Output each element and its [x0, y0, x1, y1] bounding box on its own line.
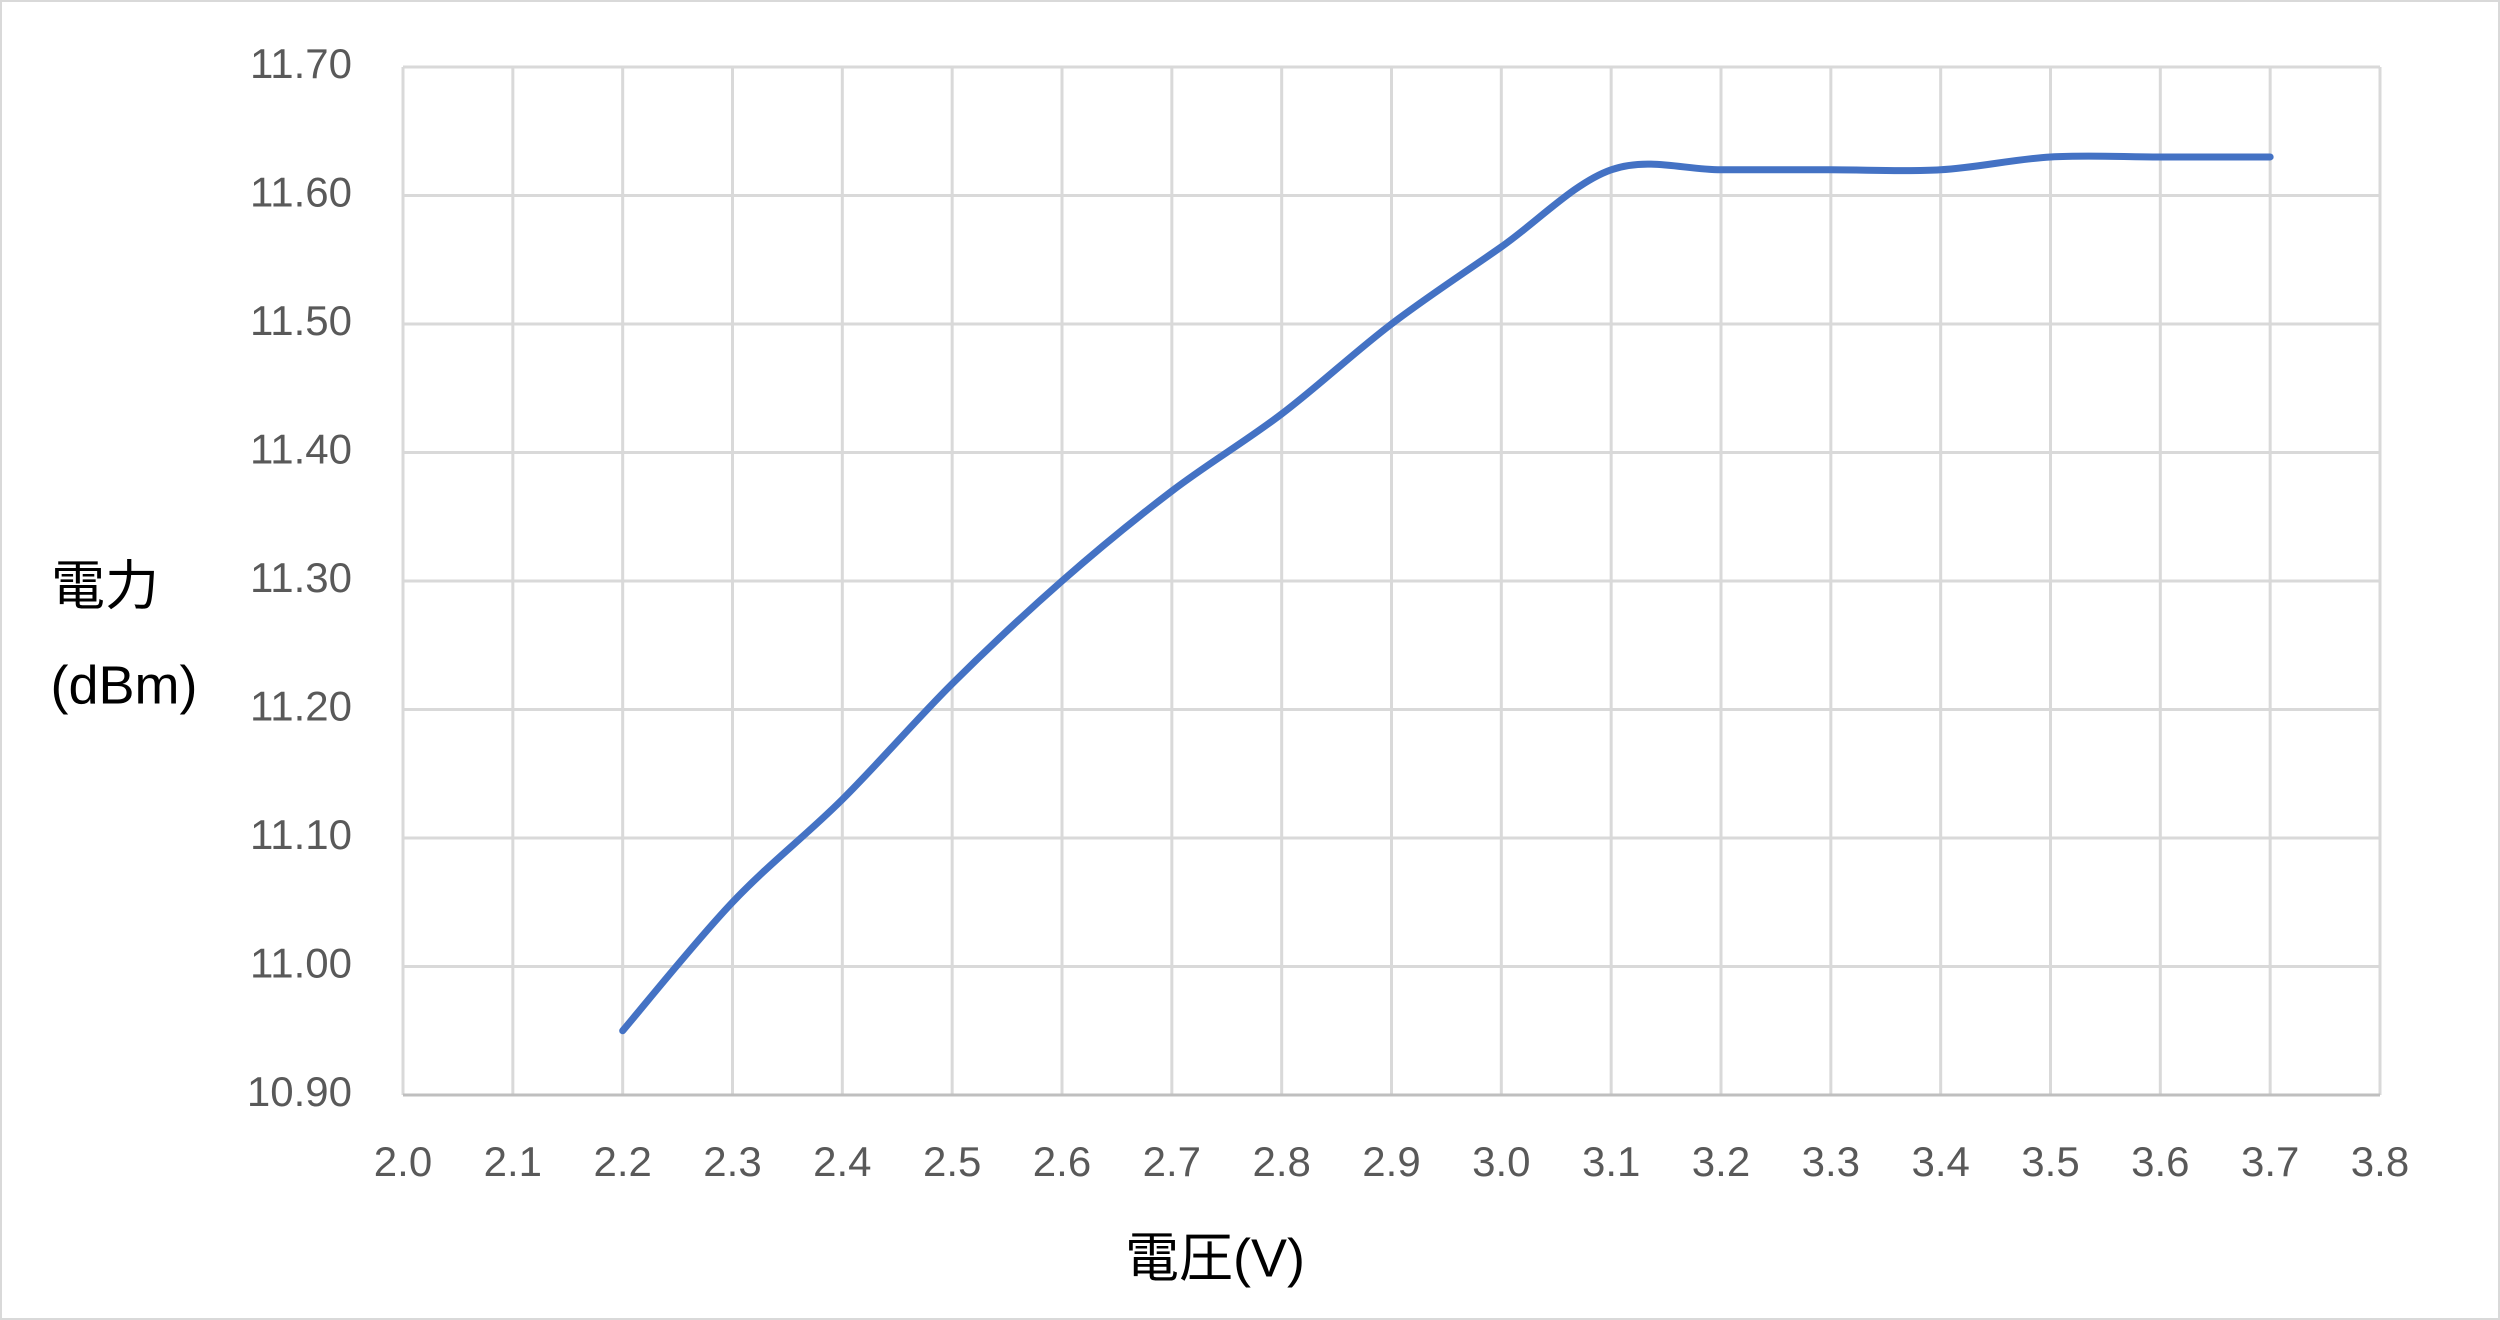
- y-tick-label: 11.20: [250, 683, 352, 730]
- x-tick-label: 2.2: [593, 1138, 651, 1185]
- x-tick-label: 3.7: [2241, 1138, 2299, 1185]
- x-tick-label: 3.8: [2351, 1138, 2409, 1185]
- x-axis-title: 電圧(V): [1125, 1228, 1305, 1288]
- y-tick-label: 11.70: [250, 40, 352, 87]
- x-tick-label: 3.2: [1692, 1138, 1750, 1185]
- x-tick-label: 3.3: [1802, 1138, 1860, 1185]
- x-tick-label: 3.6: [2131, 1138, 2189, 1185]
- y-tick-label: 11.00: [250, 940, 352, 987]
- x-tick-label: 3.5: [2021, 1138, 2079, 1185]
- x-tick-label: 2.1: [484, 1138, 542, 1185]
- x-tick-label: 3.1: [1582, 1138, 1640, 1185]
- x-tick-label: 2.3: [703, 1138, 761, 1185]
- x-tick-label: 3.0: [1472, 1138, 1530, 1185]
- y-axis-title: 電力: [51, 556, 159, 616]
- y-tick-label: 11.60: [250, 169, 352, 216]
- x-tick-label: 2.5: [923, 1138, 981, 1185]
- line-series: [619, 152, 2274, 1035]
- x-tick-label: 2.9: [1362, 1138, 1420, 1185]
- y-tick-label: 11.40: [250, 426, 352, 473]
- y-tick-label: 11.30: [250, 554, 352, 601]
- y-tick-label: 10.90: [247, 1068, 352, 1115]
- x-tick-label: 2.7: [1143, 1138, 1201, 1185]
- x-tick-label: 2.8: [1252, 1138, 1310, 1185]
- y-tick-label: 11.50: [250, 297, 352, 344]
- x-tick-label: 2.4: [813, 1138, 871, 1185]
- x-tick-label: 2.6: [1033, 1138, 1091, 1185]
- y-axis-title: (dBm): [51, 655, 198, 715]
- x-tick-label: 3.4: [1911, 1138, 1969, 1185]
- y-tick-label: 11.10: [250, 811, 352, 858]
- x-tick-label: 2.0: [374, 1138, 432, 1185]
